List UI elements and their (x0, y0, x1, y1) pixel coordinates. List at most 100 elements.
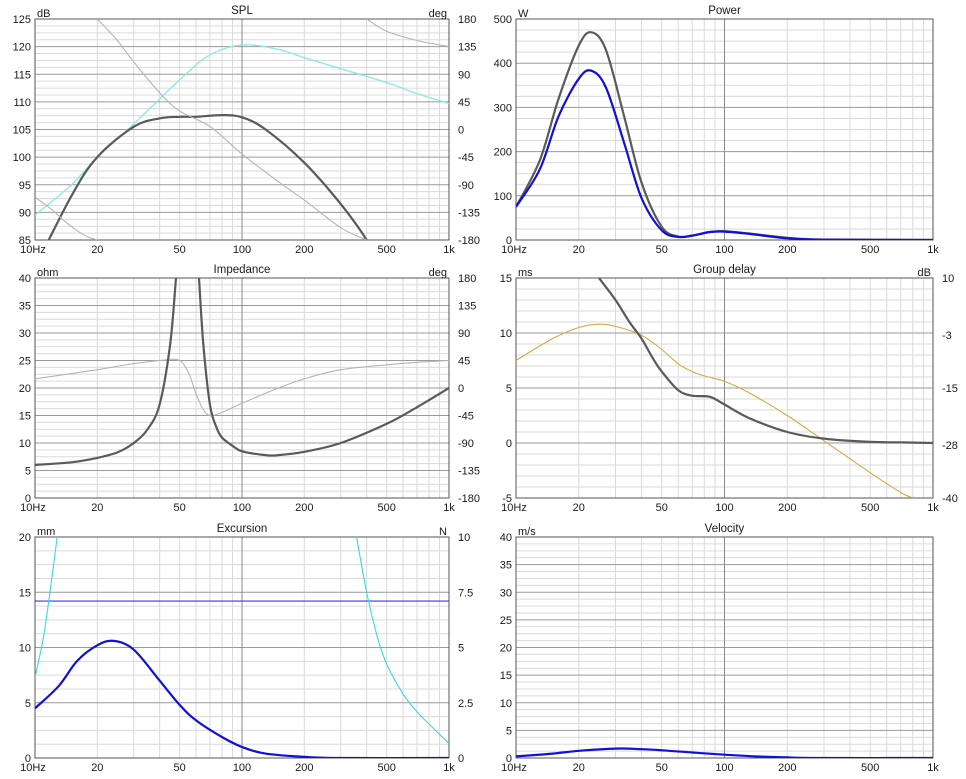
y-tick-label: 30 (19, 328, 31, 340)
y-tick-label: 105 (13, 125, 31, 137)
x-tick-label: 200 (778, 502, 796, 514)
x-tick-label: 50 (656, 502, 668, 514)
x-tick-label: 100 (233, 762, 251, 774)
y-tick-label: 100 (494, 191, 512, 203)
x-tick-label: 1k (443, 244, 455, 256)
x-tick-label: 20 (91, 244, 103, 256)
x-tick-label: 100 (233, 244, 251, 256)
y-tick-label: 15 (19, 411, 31, 423)
y2-tick-label: 10 (458, 532, 470, 544)
y-tick-label: 110 (13, 97, 31, 109)
y-tick-label: 10 (19, 438, 31, 450)
x-tick-label: 200 (295, 502, 313, 514)
y2-unit-label: N (439, 526, 447, 538)
x-tick-label: 50 (174, 762, 186, 774)
y2-tick-label: -3 (942, 330, 952, 342)
grid (34, 536, 450, 759)
y-tick-label: 200 (494, 147, 512, 159)
x-tick-label: 50 (174, 502, 186, 514)
y2-tick-label: 0 (458, 383, 464, 395)
plot-frame (515, 277, 934, 499)
y-tick-label: 90 (19, 207, 31, 219)
chart-group-delay: Group delay ms dB -5 0 5 10 15 -40 -28 -15 -3 10 10Hz… (500, 264, 958, 514)
x-tick-label: 10Hz (20, 244, 46, 256)
plot-frame (34, 536, 450, 759)
y-tick-label: 40 (500, 532, 512, 544)
y2-tick-label: 90 (458, 328, 470, 340)
chart-title: SPL (231, 5, 253, 17)
x-tick-label: 500 (378, 762, 396, 774)
y-tick-label: 0 (506, 438, 512, 450)
x-tick-label: 500 (861, 244, 879, 256)
x-tick-label: 100 (715, 244, 733, 256)
x-tick-label: 100 (715, 502, 733, 514)
chart-title: Group delay (693, 264, 756, 276)
x-tick-label: 10Hz (501, 244, 527, 256)
x-tick-label: 20 (91, 502, 103, 514)
y2-tick-label: 45 (458, 97, 470, 109)
x-tick-label: 1k (927, 502, 939, 514)
chart-power: Power W 0 100 200 300 400 500 10Hz 20 50 100 200 500 1… (494, 5, 940, 256)
x-tick-label: 50 (656, 762, 668, 774)
plot-frame (515, 536, 934, 759)
x-tick-label: 500 (378, 502, 396, 514)
y2-tick-label: 135 (458, 301, 476, 313)
y-tick-label: 0 (25, 753, 31, 765)
y2-tick-label: 5 (458, 643, 464, 655)
y-tick-label: 35 (19, 301, 31, 313)
x-tick-label: 20 (573, 762, 585, 774)
x-tick-label: 1k (443, 762, 455, 774)
y2-tick-label: -28 (942, 440, 958, 452)
y-tick-label: 0 (25, 493, 31, 505)
series-group (35, 278, 449, 467)
x-tick-label: 10Hz (20, 762, 46, 774)
y-unit-label: ohm (37, 267, 58, 279)
chart-spl: SPL dB deg 85 90 95 100 105 110 115 120 125 -180 -135… (13, 5, 480, 256)
y-tick-label: 125 (13, 14, 31, 26)
plot-frame (515, 18, 934, 241)
y-tick-label: 95 (19, 180, 31, 192)
series-line-1 (598, 278, 933, 445)
y2-tick-label: -40 (942, 493, 958, 505)
y-tick-label: 500 (494, 14, 512, 26)
series-line-1 (35, 278, 178, 467)
y-unit-label: dB (37, 8, 50, 20)
series-line-3 (35, 196, 98, 240)
y-tick-label: 15 (500, 273, 512, 285)
y2-tick-label: 7.5 (458, 587, 473, 599)
series-line-2 (197, 278, 449, 457)
x-tick-label: 1k (443, 502, 455, 514)
y2-tick-label: -135 (458, 207, 480, 219)
y-tick-label: 5 (25, 466, 31, 478)
grid (515, 536, 934, 759)
y2-tick-label: -45 (458, 411, 474, 423)
series-line-4 (96, 19, 367, 240)
chart-impedance: Impedance ohm deg 0 5 10 15 20 25 30 35 40 -180 -135 -… (19, 264, 480, 514)
series-group (516, 278, 933, 498)
y-tick-label: 5 (506, 383, 512, 395)
y2-tick-label: 45 (458, 356, 470, 368)
y2-tick-label: 90 (458, 69, 470, 81)
x-tick-label: 200 (778, 762, 796, 774)
chart-title: Excursion (217, 523, 268, 535)
y2-tick-label: -45 (458, 152, 474, 164)
y2-unit-label: deg (429, 8, 447, 20)
grid (34, 277, 450, 499)
grid (515, 277, 934, 499)
series-group (35, 19, 449, 240)
chart-velocity: Velocity m/s 0 5 10 15 20 25 30 35 40 10Hz 20 50 100 20… (500, 523, 940, 774)
grid (34, 18, 450, 241)
y-tick-label: 30 (500, 587, 512, 599)
x-tick-label: 200 (295, 244, 313, 256)
y2-tick-label: 0 (458, 125, 464, 137)
y-tick-label: 25 (19, 356, 31, 368)
y2-unit-label: dB (918, 267, 931, 279)
series-group (516, 31, 933, 240)
series-line-1 (516, 69, 933, 240)
y2-tick-label: 180 (458, 273, 476, 285)
y-tick-label: 120 (13, 42, 31, 54)
series-line-2 (47, 113, 368, 240)
y-tick-label: 25 (500, 615, 512, 627)
